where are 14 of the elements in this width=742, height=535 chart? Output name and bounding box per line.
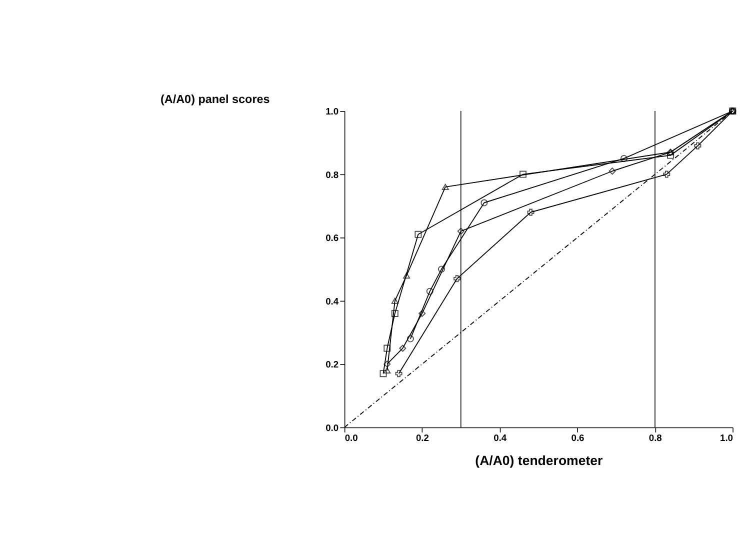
x-tick-label: 0.4 [494, 433, 508, 444]
x-tick-label: 0.8 [648, 433, 662, 444]
x-tick-label: 0.0 [344, 433, 358, 444]
x-axis-title: (A/A0) tenderometer [475, 453, 603, 468]
x-tick-label: 0.6 [571, 433, 584, 444]
x-tick-label: 1.0 [720, 433, 734, 444]
y-tick-label: 0.0 [326, 422, 339, 433]
y-tick-label: 0.2 [326, 360, 339, 370]
y-tick-label: 1.0 [326, 106, 339, 117]
x-tick-label: 0.2 [416, 433, 429, 444]
y-tick-label: 0.4 [326, 296, 340, 306]
y-tick-label: 0.6 [326, 233, 339, 244]
y-tick-label: 0.8 [326, 170, 339, 180]
y-axis-title: (A/A0) panel scores [160, 92, 270, 106]
